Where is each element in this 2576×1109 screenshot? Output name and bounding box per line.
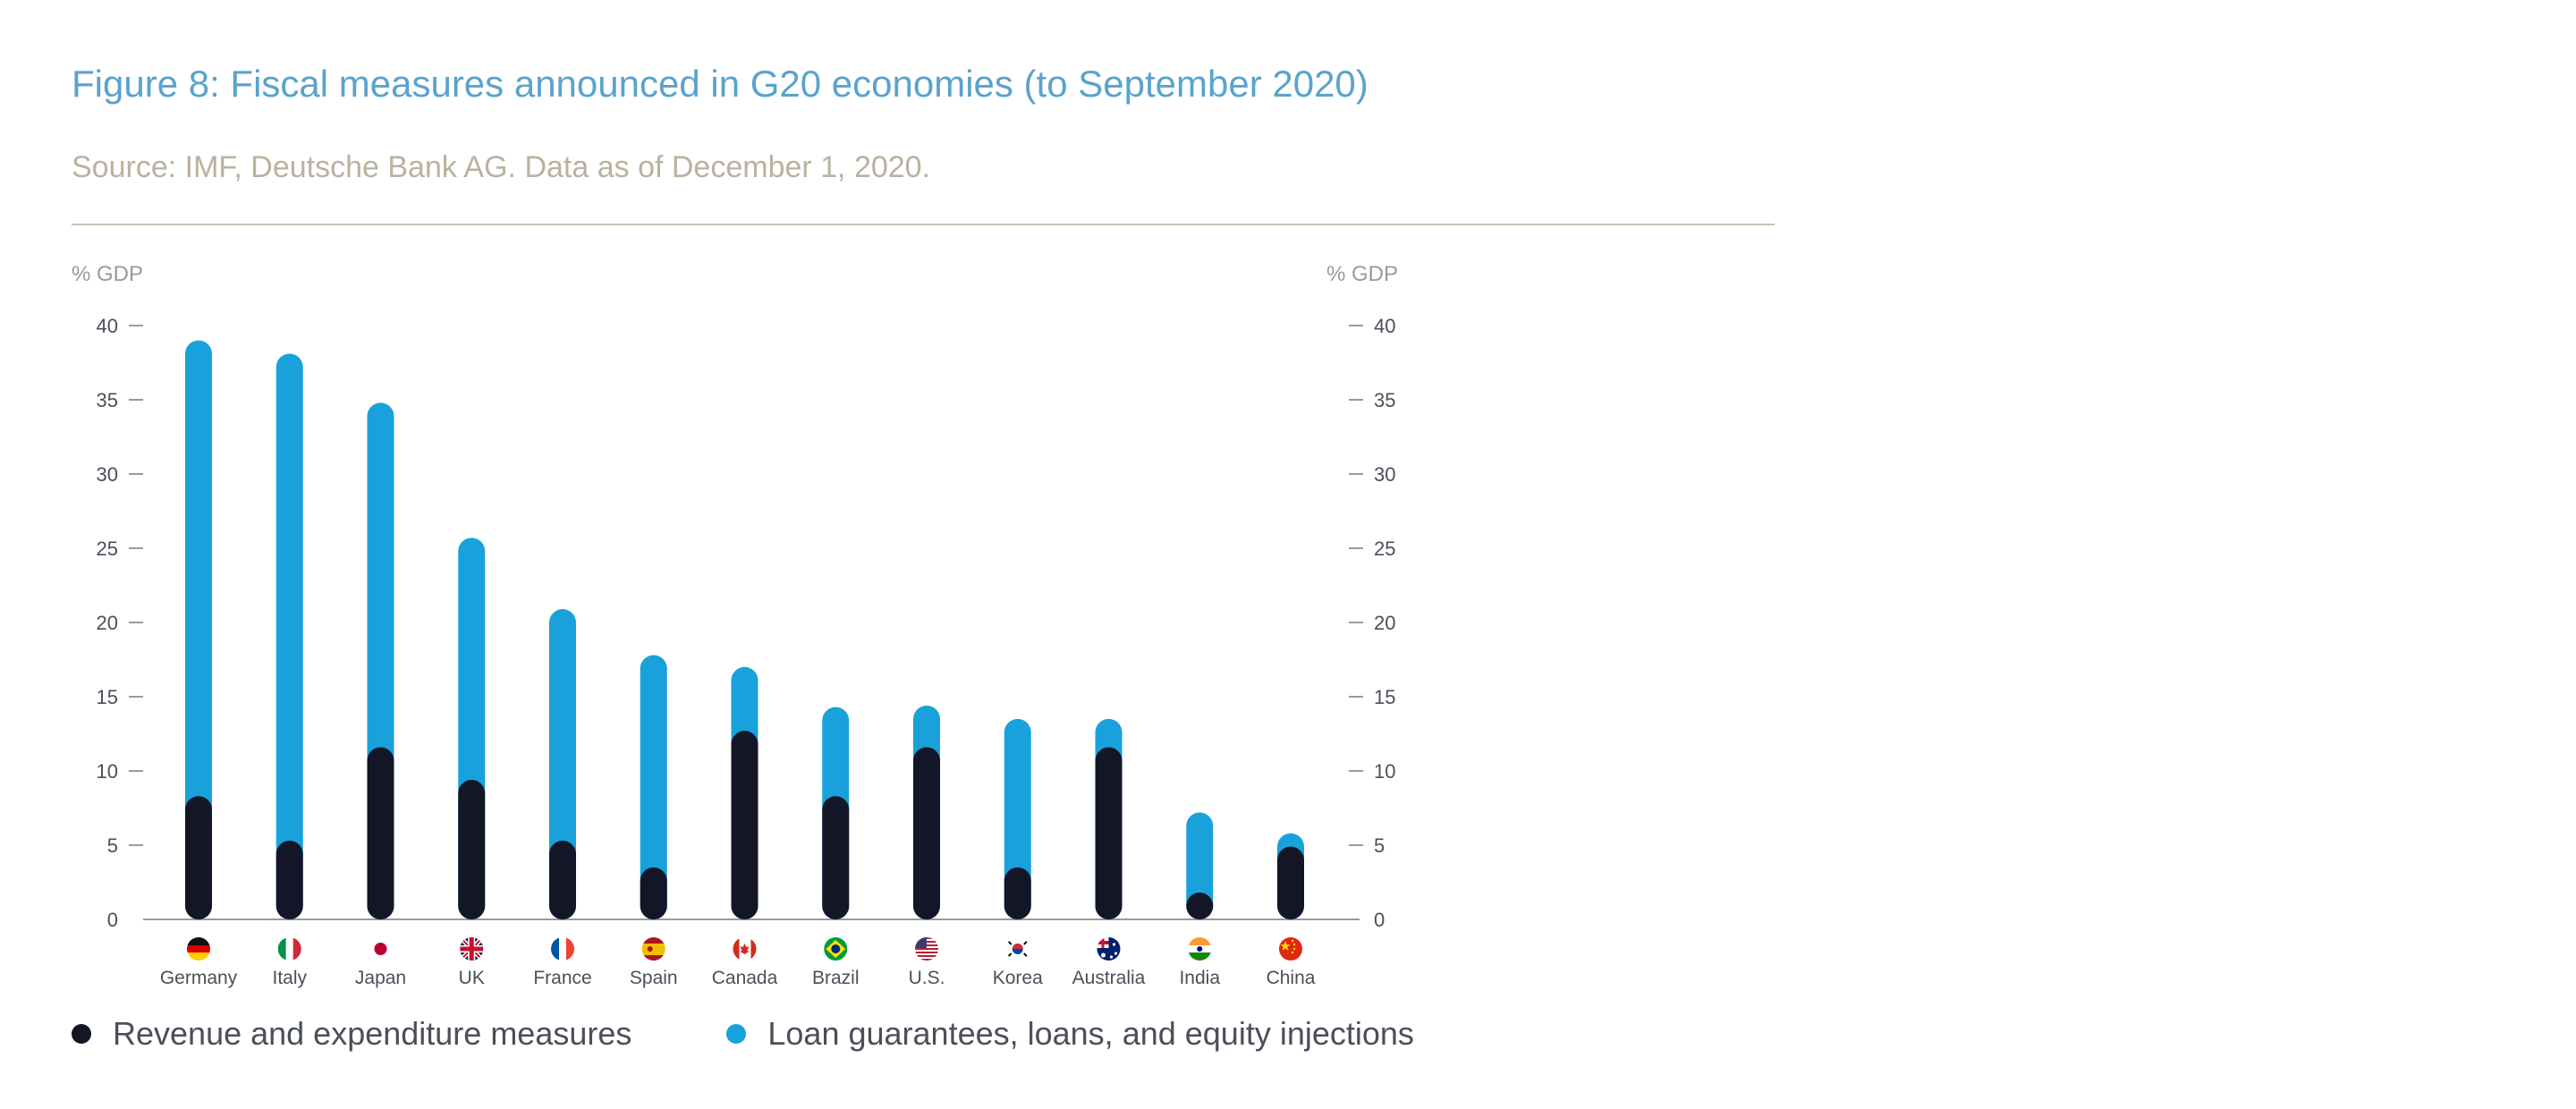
left-tick-label: 10: [97, 760, 118, 783]
india-flag-icon: [1188, 937, 1212, 961]
x-category-label: Italy: [272, 968, 307, 988]
bar-revenue-korea: [1004, 867, 1031, 919]
bar-group-canada: [731, 666, 758, 919]
brazil-flag-icon: [824, 937, 848, 961]
canada-flag-icon: [733, 937, 757, 961]
bar-loans-italy: [275, 353, 303, 919]
bar-revenue-canada: [731, 731, 758, 919]
bar-group-uk: [458, 538, 486, 919]
right-tick-label: 20: [1374, 612, 1395, 634]
left-tick-label: 25: [97, 538, 118, 560]
right-tick-label: 15: [1374, 686, 1395, 708]
x-category-label: Brazil: [812, 968, 860, 988]
legend-dot-revenue: [72, 1024, 91, 1044]
chart-title: Figure 8: Fiscal measures announced in G…: [72, 63, 1368, 105]
uk-flag-icon: [460, 937, 484, 961]
x-category-label: China: [1267, 968, 1316, 988]
bar-revenue-china: [1277, 846, 1304, 919]
bar-loans-spain: [640, 655, 667, 919]
legend-label-loans: Loan guarantees, loans, and equity injec…: [767, 1015, 1414, 1052]
x-category-label: Canada: [712, 968, 778, 988]
australia-flag-icon: [1097, 937, 1121, 961]
x-category-label: Korea: [993, 968, 1043, 988]
stacked-bar-chart: % GDP % GDP 0 5 10 15 20 25 30 35 40 0 5 10 15 20 25 3…: [72, 262, 1398, 988]
bar-revenue-australia: [1095, 747, 1123, 919]
bar-revenue-france: [549, 841, 576, 919]
bar-group-china: [1277, 833, 1304, 919]
bar-group-australia: [1095, 718, 1123, 919]
bar-revenue-india: [1186, 893, 1214, 919]
chart-source: Source: IMF, Deutsche Bank AG. Data as o…: [72, 150, 931, 184]
bar-group-brazil: [822, 707, 850, 919]
italy-flag-icon: [277, 937, 301, 961]
korea-flag-icon: [1005, 937, 1030, 961]
bar-revenue-us: [913, 747, 940, 919]
bar-revenue-italy: [275, 841, 303, 919]
japan-flag-icon: [369, 937, 393, 961]
left-tick-label: 0: [107, 909, 118, 931]
right-tick-label: 40: [1374, 315, 1395, 337]
us-flag-icon: [915, 937, 938, 961]
germany-flag-icon: [187, 937, 210, 961]
bar-group-italy: [275, 353, 303, 919]
right-tick-label: 25: [1374, 538, 1395, 560]
left-tick-label: 5: [107, 834, 118, 857]
bar-group-france: [549, 609, 576, 919]
x-category-label: Spain: [630, 968, 678, 988]
bar-group-japan: [367, 402, 394, 919]
x-category-label: India: [1179, 968, 1220, 988]
bar-loans-india: [1186, 812, 1214, 919]
bar-loans-germany: [185, 340, 212, 920]
right-tick-label: 10: [1374, 760, 1395, 783]
bar-group-korea: [1004, 718, 1031, 919]
x-category-label: Germany: [160, 968, 238, 988]
left-tick-label: 15: [97, 686, 118, 708]
spain-flag-icon: [641, 937, 665, 961]
china-flag-icon: [1279, 937, 1302, 961]
bar-revenue-japan: [367, 747, 394, 919]
right-tick-label: 5: [1374, 834, 1385, 857]
bar-revenue-uk: [458, 779, 486, 919]
right-tick-label: 35: [1374, 389, 1395, 411]
x-category-label: UK: [459, 968, 485, 988]
bar-group-us: [913, 705, 940, 919]
legend-item-revenue: Revenue and expenditure measures: [72, 1015, 631, 1053]
divider: [72, 224, 1775, 225]
bar-revenue-spain: [640, 867, 667, 919]
legend: Revenue and expenditure measures Loan gu…: [72, 1009, 1509, 1059]
france-flag-icon: [551, 937, 574, 961]
x-category-label: France: [533, 968, 591, 988]
legend-label-revenue: Revenue and expenditure measures: [113, 1015, 632, 1052]
x-category-label: Australia: [1072, 968, 1146, 988]
right-tick-label: 0: [1374, 909, 1385, 931]
x-category-label: U.S.: [909, 968, 945, 988]
bar-group-india: [1186, 812, 1214, 919]
right-tick-label: 30: [1374, 463, 1395, 486]
legend-item-loans: Loan guarantees, loans, and equity injec…: [726, 1015, 1414, 1053]
left-axis-unit-label: % GDP: [72, 262, 143, 286]
left-tick-label: 40: [97, 315, 118, 337]
bar-revenue-brazil: [822, 796, 850, 919]
x-category-label: Japan: [355, 968, 406, 988]
legend-dot-loans: [726, 1024, 747, 1044]
bar-revenue-germany: [185, 796, 212, 919]
right-axis-unit-label: % GDP: [1326, 262, 1398, 286]
bar-loans-france: [549, 609, 576, 919]
left-tick-label: 20: [97, 612, 118, 634]
bar-group-germany: [185, 340, 212, 920]
left-tick-label: 35: [97, 389, 118, 411]
bar-group-spain: [640, 655, 667, 919]
left-tick-label: 30: [97, 463, 118, 486]
